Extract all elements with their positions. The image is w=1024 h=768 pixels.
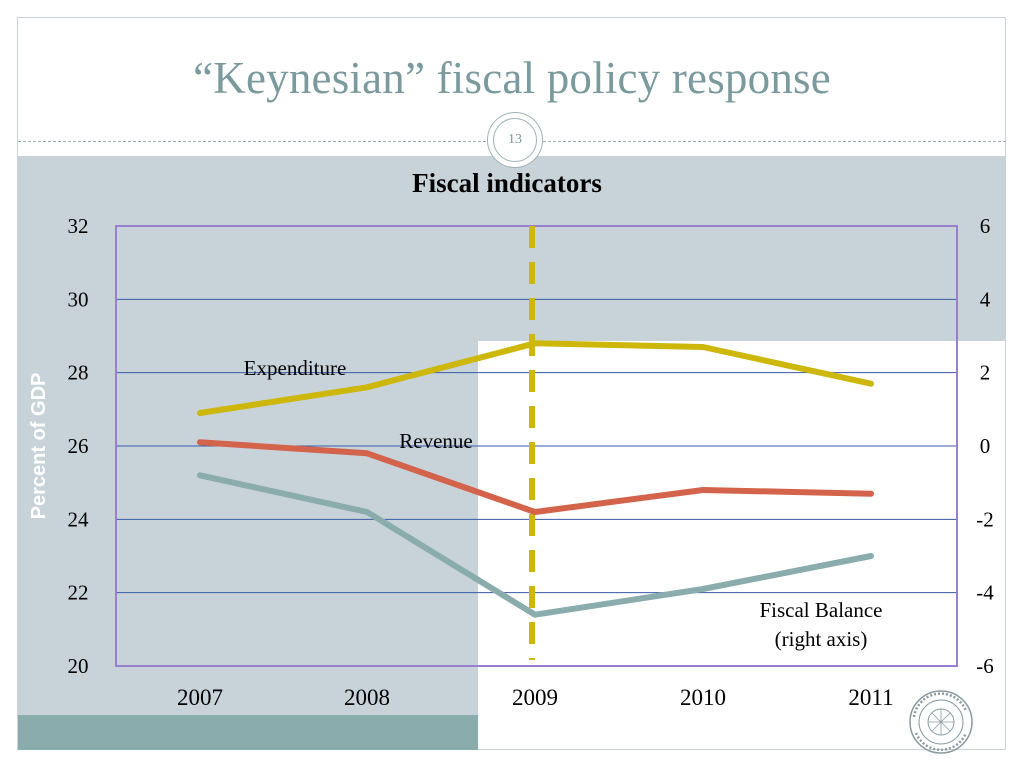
y-left-tick-label: 24 bbox=[68, 507, 90, 531]
background-band-bottom bbox=[18, 715, 478, 750]
x-tick-label: 2009 bbox=[512, 685, 558, 710]
x-tick-label: 2007 bbox=[177, 685, 223, 710]
y-left-tick-label: 26 bbox=[68, 434, 89, 458]
y-right-tick-label: 6 bbox=[980, 214, 991, 238]
annotation-revenue: Revenue bbox=[399, 429, 472, 453]
y-right-tick-label: -2 bbox=[976, 507, 994, 531]
page-number: 13 bbox=[493, 118, 537, 162]
y-right-tick-label: 4 bbox=[980, 287, 991, 311]
annotation-expenditure: Expenditure bbox=[244, 356, 347, 380]
y-right-tick-label: -4 bbox=[976, 581, 994, 605]
page-number-badge: 13 bbox=[487, 112, 543, 168]
y-left-tick-label: 22 bbox=[68, 581, 89, 605]
y-right-tick-label: 2 bbox=[980, 361, 991, 385]
chart-title: Fiscal indicators bbox=[412, 168, 602, 198]
x-tick-label: 2008 bbox=[344, 685, 390, 710]
y-right-tick-label: -6 bbox=[976, 654, 994, 678]
y-left-tick-label: 28 bbox=[68, 361, 89, 385]
slide-title: “Keynesian” fiscal policy response bbox=[193, 53, 831, 103]
slide-frame bbox=[17, 17, 1006, 750]
y-axis-title: Percent of GDP bbox=[28, 373, 50, 520]
background-band-top bbox=[18, 156, 1006, 341]
y-left-tick-label: 30 bbox=[68, 287, 89, 311]
x-tick-label: 2011 bbox=[848, 685, 893, 710]
y-left-tick-label: 32 bbox=[68, 214, 89, 238]
x-tick-label: 2010 bbox=[680, 685, 726, 710]
annotation-fiscal-balance: Fiscal Balance bbox=[759, 598, 882, 622]
y-right-tick-label: 0 bbox=[980, 434, 991, 458]
imf-seal-icon bbox=[909, 690, 973, 754]
series-line-expenditure bbox=[197, 340, 874, 416]
plot-border bbox=[115, 225, 958, 667]
annotation-right-axis: (right axis) bbox=[775, 627, 868, 651]
title-area: “Keynesian” fiscal policy response bbox=[18, 18, 1006, 142]
series-line-revenue bbox=[197, 439, 874, 515]
series-line-fiscal-balance bbox=[197, 472, 874, 618]
y-left-tick-label: 20 bbox=[68, 654, 89, 678]
